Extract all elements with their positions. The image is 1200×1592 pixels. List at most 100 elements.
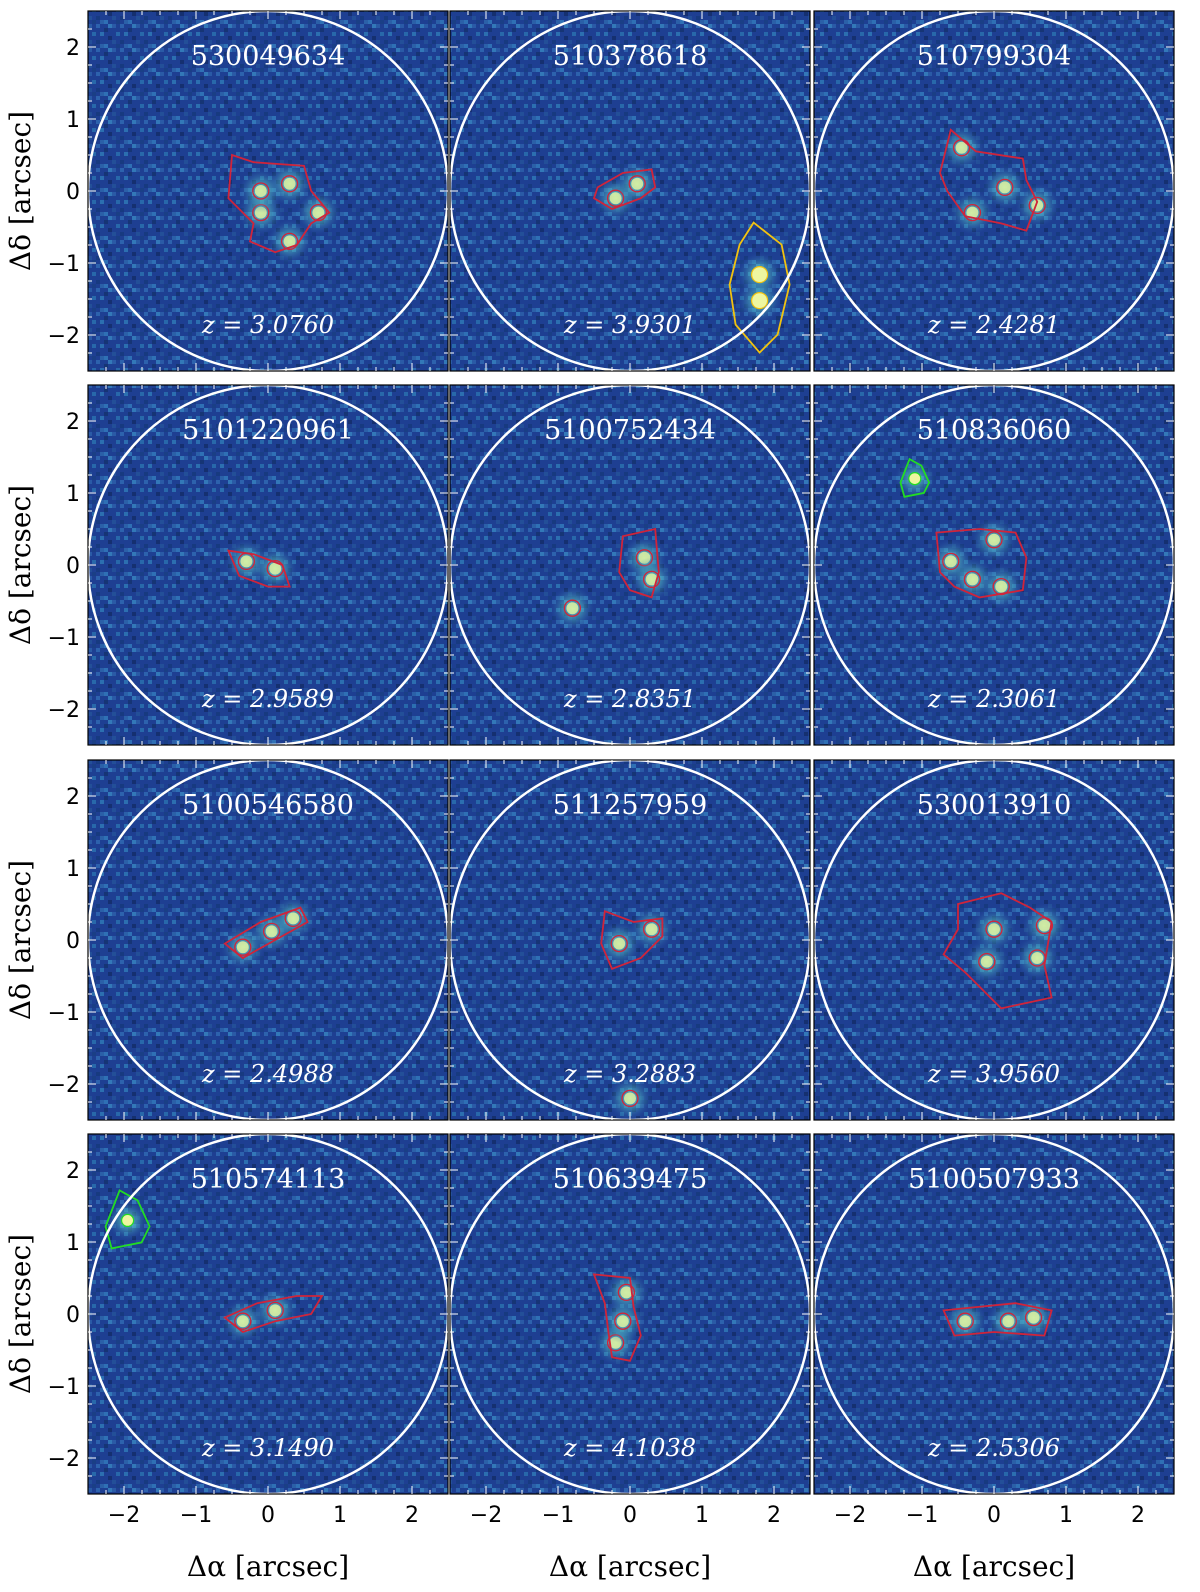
x-tick-label: −1	[180, 1503, 212, 1528]
target-contour	[600, 909, 664, 970]
clump-circle	[942, 552, 960, 571]
clump-circle	[280, 175, 299, 193]
panel-530013910: 530013910 z = 3.9560	[813, 759, 1175, 1121]
redshift-label: z = 2.4281	[927, 311, 1060, 339]
y-tick-label: 1	[66, 1231, 80, 1256]
target-contour	[942, 1302, 1053, 1337]
source-core	[995, 580, 1008, 593]
panel-510836060: 510836060 z = 2.3061	[813, 384, 1175, 746]
source-core	[269, 1304, 282, 1317]
redshift-label: z = 3.0760	[201, 311, 334, 339]
source-id-label: 510799304	[917, 41, 1072, 72]
source-core	[283, 235, 296, 248]
y-tick-label: 0	[66, 180, 80, 205]
x-tick-label: 1	[1059, 1503, 1073, 1528]
target-contour	[223, 906, 309, 960]
y-tick-label: −1	[48, 252, 80, 277]
clump-circle	[234, 938, 252, 956]
y-tick-label: 0	[66, 1303, 80, 1328]
target-contour	[935, 528, 1028, 599]
target-contour	[223, 1295, 324, 1334]
source-core	[566, 602, 579, 615]
panel-ticks	[814, 11, 1174, 371]
panel-ticks	[814, 760, 1174, 1120]
source-id-label: 510639475	[553, 1164, 708, 1195]
target-contour	[226, 549, 291, 588]
source-core	[287, 912, 300, 925]
y-tick-label: 0	[66, 929, 80, 954]
panel-5101220961: 5101220961 z = 2.9589	[87, 384, 449, 746]
x-tick-label: 2	[1131, 1503, 1145, 1528]
y-tick-label: −2	[48, 1447, 80, 1472]
panel-ticks	[88, 11, 448, 371]
clump-circle	[956, 1312, 974, 1330]
x-tick-label: 1	[695, 1503, 709, 1528]
x-tick-label: −2	[108, 1503, 140, 1528]
y-tick-label: 2	[66, 785, 80, 810]
panel-510799304: 510799304 z = 2.4281	[813, 10, 1175, 372]
x-tick-label: 1	[333, 1503, 347, 1528]
source-core	[620, 1286, 633, 1299]
source-core	[988, 533, 1000, 546]
clump-circle	[252, 182, 270, 200]
source-id-label: 5101220961	[182, 415, 354, 446]
redshift-label: z = 2.3061	[927, 685, 1060, 713]
source-id-label: 530049634	[191, 41, 346, 72]
source-core	[980, 955, 993, 968]
x-tick-label: −1	[542, 1503, 574, 1528]
panel-5100546580: 5100546580 z = 2.4988	[87, 759, 449, 1121]
source-core	[269, 562, 282, 575]
x-tick-label: −2	[834, 1503, 866, 1528]
y-tick-label: 1	[66, 108, 80, 133]
source-core	[959, 1315, 972, 1328]
y-tick-label: −1	[48, 1375, 80, 1400]
redshift-label: z = 2.9589	[201, 685, 334, 713]
x-tick-label: −2	[470, 1503, 502, 1528]
source-core	[1038, 919, 1051, 932]
panel-510574113: 510574113 z = 3.1490	[87, 1133, 449, 1495]
y-tick-label: −2	[48, 324, 80, 349]
panel-5100752434: 5100752434 z = 2.8351	[449, 384, 811, 746]
clump-circle	[985, 920, 1003, 938]
panel-510378618: 510378618 z = 3.9301	[449, 10, 811, 372]
target-contour	[592, 168, 657, 210]
source-core	[998, 181, 1011, 194]
x-tick-label: 0	[261, 1503, 275, 1528]
neighbor-clump	[750, 292, 769, 310]
source-core	[613, 937, 626, 950]
source-id-label: 511257959	[553, 790, 708, 821]
redshift-label: z = 3.9301	[563, 311, 696, 339]
panel-ticks	[450, 1134, 810, 1494]
y-tick-label: 1	[66, 857, 80, 882]
panel-ticks	[814, 1134, 1174, 1494]
target-contour	[942, 892, 1053, 1010]
clump-circle	[996, 178, 1014, 197]
source-core	[254, 185, 267, 197]
neighbor-clump	[120, 1213, 135, 1228]
x-tick-label: 0	[987, 1503, 1001, 1528]
source-core	[1002, 1315, 1015, 1328]
y-tick-label: −1	[48, 1001, 80, 1026]
source-id-label: 510574113	[191, 1164, 346, 1195]
y-axis-label: Δδ [arcsec]	[4, 860, 37, 1020]
source-core	[944, 555, 957, 568]
panel-5100507933: 5100507933 z = 2.5306	[813, 1133, 1175, 1495]
x-axis-label: Δα [arcsec]	[549, 1550, 711, 1583]
source-id-label: 5100752434	[544, 415, 716, 446]
y-tick-label: 2	[66, 1159, 80, 1184]
panel-ticks	[450, 11, 810, 371]
panel-530049634: 530049634 z = 3.0760	[87, 10, 449, 372]
source-core	[645, 573, 658, 586]
source-core	[236, 1315, 249, 1328]
source-id-label: 5100507933	[908, 1164, 1080, 1195]
x-axis-label: Δα [arcsec]	[913, 1550, 1075, 1583]
redshift-label: z = 4.1038	[563, 1434, 696, 1462]
panel-510639475: 510639475 z = 4.1038	[449, 1133, 811, 1495]
clump-circle	[266, 1301, 284, 1320]
source-id-label: 530013910	[917, 790, 1072, 821]
clump-circle	[309, 203, 328, 222]
redshift-label: z = 2.8351	[563, 685, 696, 713]
y-tick-label: 1	[66, 482, 80, 507]
source-core	[1031, 952, 1044, 964]
